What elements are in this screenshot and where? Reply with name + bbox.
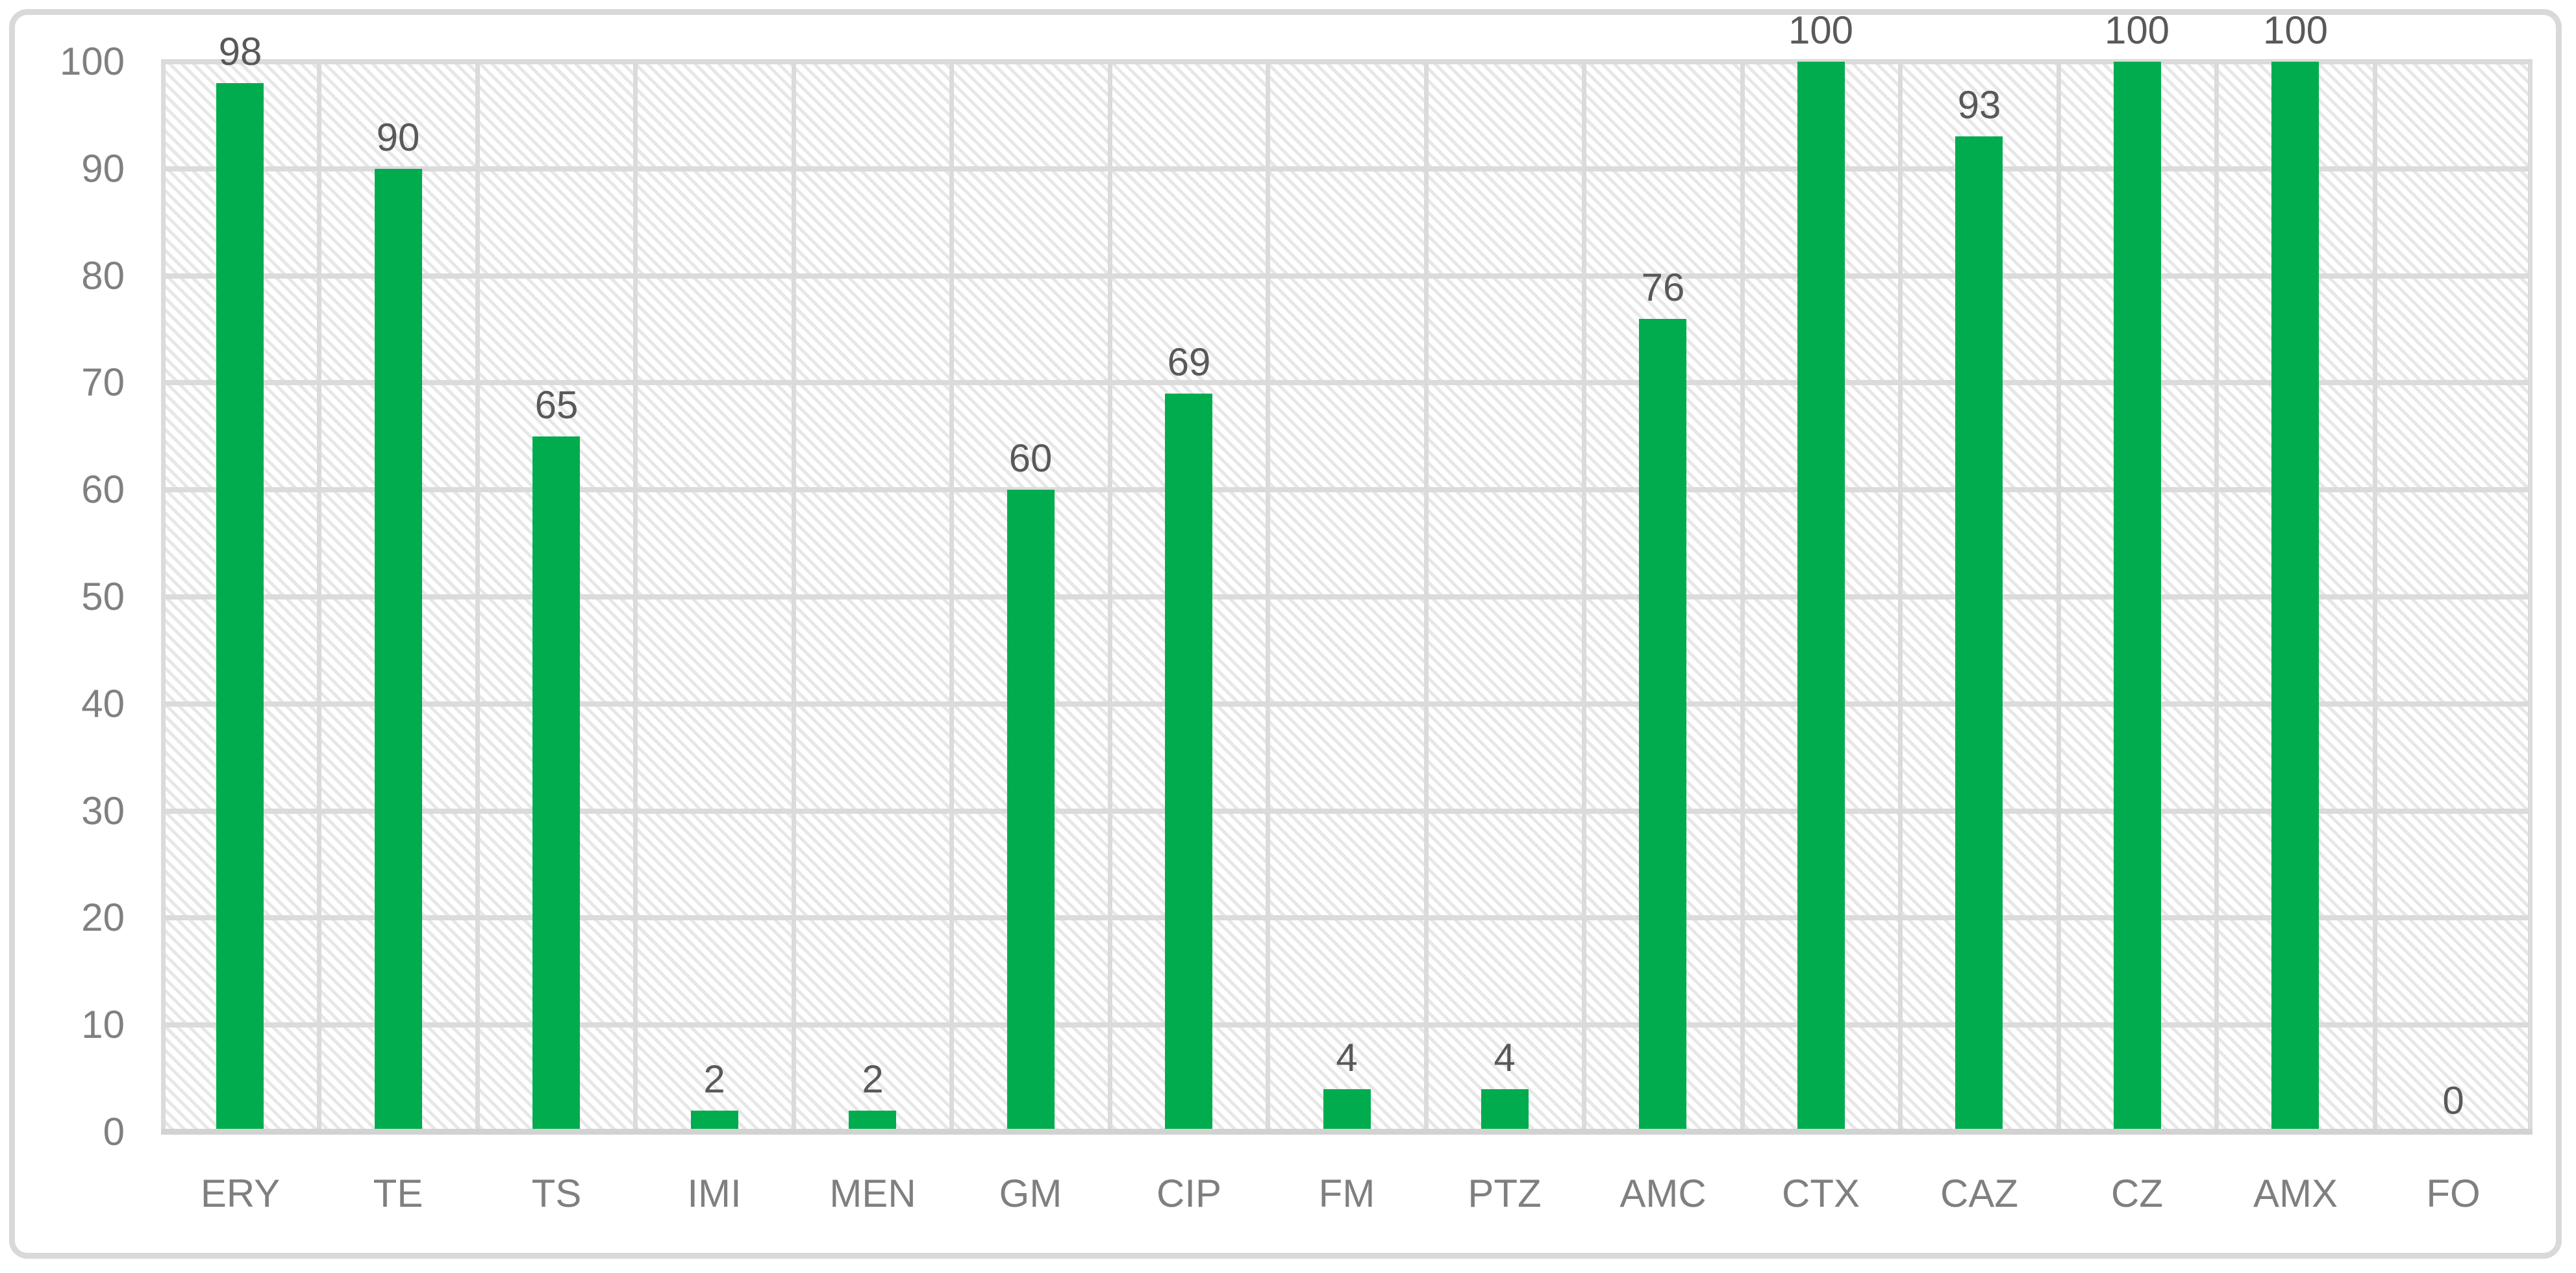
- x-axis-label-CIP: CIP: [1156, 1172, 1222, 1215]
- bar-FM: [1323, 1089, 1371, 1132]
- x-axis-label-AMC: AMC: [1619, 1172, 1707, 1215]
- gridline-horizontal-40: [161, 701, 2532, 707]
- gridline-horizontal-90: [161, 166, 2532, 171]
- x-axis-label-AMX: AMX: [2253, 1172, 2338, 1215]
- x-axis-label-GM: GM: [999, 1172, 1062, 1215]
- y-axis-tick-label-80: 80: [81, 253, 125, 297]
- gridline-vertical-10: [1740, 62, 1745, 1132]
- gridline-horizontal-50: [161, 594, 2532, 599]
- bar-PTZ: [1481, 1089, 1529, 1132]
- x-axis-label-TS: TS: [531, 1172, 582, 1215]
- data-label-CAZ: 93: [1957, 83, 2001, 127]
- gridline-vertical-6: [1108, 62, 1112, 1132]
- data-label-CZ: 100: [2104, 8, 2170, 52]
- data-label-IMI: 2: [703, 1057, 725, 1101]
- bar-AMX: [2271, 62, 2319, 1132]
- gridline-vertical-4: [792, 62, 796, 1132]
- bar-AMC: [1639, 319, 1686, 1132]
- gridline-vertical-8: [1424, 62, 1429, 1132]
- gridline-vertical-7: [1266, 62, 1270, 1132]
- y-axis-tick-labels: 0 10 20 30 40 50 60 70 80 90 100: [0, 0, 130, 1273]
- gridline-vertical-2: [475, 62, 480, 1132]
- bar-TS: [532, 436, 580, 1132]
- x-axis-label-MEN: MEN: [829, 1172, 916, 1215]
- gridline-vertical-11: [1898, 62, 1903, 1132]
- plot-area: 98 90 65 2 2 60 69 4 4 76 100 93 100 100 0: [161, 11, 2532, 1135]
- x-axis-baseline: [161, 1129, 2532, 1135]
- data-label-TE: 90: [376, 116, 420, 159]
- x-axis-label-PTZ: PTZ: [1468, 1172, 1542, 1215]
- data-label-FM: 4: [1336, 1036, 1358, 1079]
- bar-TE: [375, 169, 422, 1132]
- gridline-horizontal-70: [161, 380, 2532, 386]
- data-label-GM: 60: [1008, 436, 1053, 480]
- data-label-TS: 65: [534, 383, 579, 427]
- data-label-MEN: 2: [862, 1057, 884, 1101]
- x-axis-label-IMI: IMI: [687, 1172, 742, 1215]
- gridline-horizontal-30: [161, 808, 2532, 814]
- gridline-vertical-15: [2528, 62, 2532, 1132]
- y-axis-tick-label-50: 50: [81, 575, 125, 618]
- x-axis-label-FM: FM: [1318, 1172, 1375, 1215]
- bar-CTX: [1797, 62, 1845, 1132]
- bar-CAZ: [1955, 136, 2003, 1132]
- gridline-vertical-3: [633, 62, 638, 1132]
- gridline-vertical-12: [2057, 62, 2061, 1132]
- data-label-AMX: 100: [2262, 8, 2329, 52]
- y-axis-tick-label-70: 70: [81, 360, 125, 405]
- data-label-ERY: 98: [218, 30, 262, 73]
- gridline-vertical-0: [161, 62, 166, 1132]
- y-axis-tick-label-10: 10: [81, 1003, 125, 1047]
- gridline-horizontal-10: [161, 1022, 2532, 1028]
- x-axis-label-ERY: ERY: [200, 1172, 281, 1215]
- data-label-CIP: 69: [1167, 340, 1211, 384]
- y-axis-tick-label-20: 20: [81, 896, 125, 940]
- data-label-AMC: 76: [1641, 266, 1685, 309]
- bar-ERY: [216, 83, 264, 1132]
- x-axis-label-CAZ: CAZ: [1940, 1172, 2018, 1215]
- bar-CZ: [2114, 62, 2161, 1132]
- bar-GM: [1007, 490, 1055, 1132]
- y-axis-tick-label-0: 0: [103, 1110, 125, 1153]
- x-axis-category-labels: ERY TE TS IMI MEN GM CIP FM PTZ AMC CTX CAZ CZ AMX FO: [161, 1174, 2532, 1226]
- y-axis-tick-label-90: 90: [81, 146, 125, 190]
- bar-IMI: [691, 1111, 738, 1132]
- x-axis-label-CTX: CTX: [1782, 1172, 1860, 1215]
- data-label-FO: 0: [2442, 1079, 2464, 1122]
- gridline-horizontal-80: [161, 273, 2532, 279]
- gridline-vertical-13: [2214, 62, 2219, 1132]
- gridline-vertical-9: [1582, 62, 1586, 1132]
- gridline-vertical-14: [2373, 62, 2377, 1132]
- bar-MEN: [849, 1111, 896, 1132]
- data-label-PTZ: 4: [1494, 1036, 1516, 1079]
- gridline-horizontal-100: [161, 59, 2532, 64]
- gridline-vertical-5: [949, 62, 954, 1132]
- gridline-vertical-1: [317, 62, 321, 1132]
- y-axis-tick-label-30: 30: [81, 788, 125, 833]
- x-axis-label-TE: TE: [373, 1172, 423, 1215]
- y-axis-tick-label-100: 100: [59, 40, 125, 83]
- gridline-horizontal-20: [161, 915, 2532, 921]
- bar-CIP: [1165, 394, 1212, 1132]
- gridline-horizontal-60: [161, 487, 2532, 493]
- y-axis-tick-label-60: 60: [81, 468, 125, 512]
- data-label-CTX: 100: [1788, 8, 1854, 52]
- y-axis-tick-label-40: 40: [81, 681, 125, 725]
- x-axis-label-CZ: CZ: [2111, 1172, 2163, 1215]
- x-axis-label-FO: FO: [2426, 1172, 2481, 1215]
